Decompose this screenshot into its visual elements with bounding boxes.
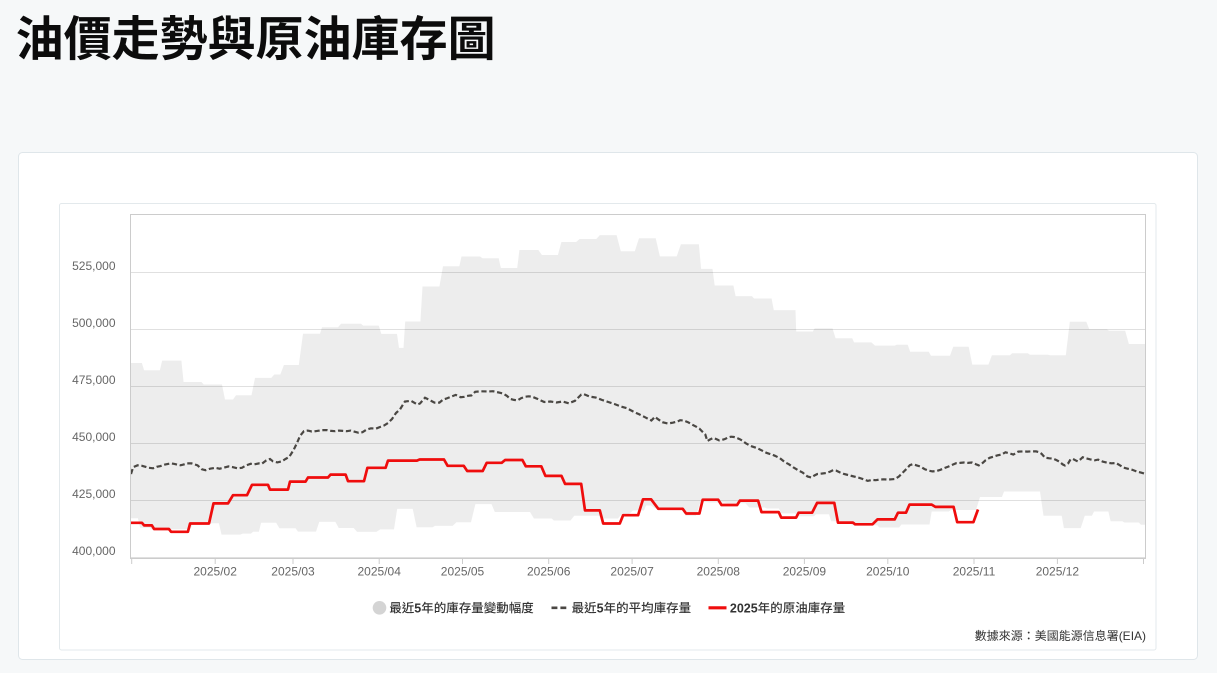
svg-text:2025/12: 2025/12: [1036, 565, 1080, 579]
svg-text:5: 5: [414, 601, 421, 615]
svg-text:2025/03: 2025/03: [271, 565, 315, 579]
svg-text:525,000: 525,000: [72, 259, 116, 273]
svg-text:2025/04: 2025/04: [358, 565, 402, 579]
svg-text:2025/09: 2025/09: [783, 565, 827, 579]
svg-text:2025/05: 2025/05: [441, 565, 485, 579]
svg-text:475,000: 475,000: [72, 373, 116, 387]
svg-text:(EIA): (EIA): [1119, 629, 1146, 643]
svg-text:425,000: 425,000: [72, 487, 116, 501]
svg-text:500,000: 500,000: [72, 316, 116, 330]
svg-text:2025/07: 2025/07: [610, 565, 654, 579]
svg-text:2025: 2025: [730, 601, 758, 615]
svg-text:5: 5: [597, 601, 604, 615]
svg-text:400,000: 400,000: [72, 544, 116, 558]
svg-text:450,000: 450,000: [72, 430, 116, 444]
svg-text:2025/02: 2025/02: [194, 565, 238, 579]
svg-text:2025/10: 2025/10: [866, 565, 910, 579]
svg-text:2025/08: 2025/08: [697, 565, 741, 579]
svg-text:2025/06: 2025/06: [527, 565, 571, 579]
svg-text:2025/11: 2025/11: [953, 565, 996, 579]
